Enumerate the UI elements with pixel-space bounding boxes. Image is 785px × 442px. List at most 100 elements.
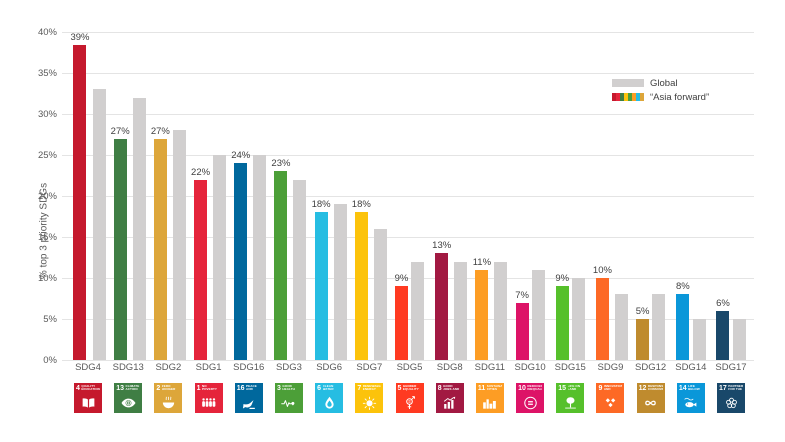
sdg-title: PARTNERSHIPS FOR THE GOALS [728,385,743,392]
legend: Global “Asia forward” [612,76,709,104]
asia-forward-bar [73,45,87,360]
global-bar [572,278,586,360]
asia-forward-bar [113,138,127,360]
bar-value-label: 10% [592,265,612,276]
rings-icon [723,395,740,411]
sdg-tile-header: 4 QUALITY EDUCATION [74,383,102,393]
sun-icon [361,395,378,411]
chart-group-sdg3: 23% SDG3 3 GOOD HEALTH [271,32,307,413]
sdg-title: SUSTAINABLE CITIES AND COMMUNITIES [486,385,502,392]
chart-group-sdg16: 24% SDG16 16 PEACE AND JUSTICE [231,32,267,413]
global-bar [213,155,227,360]
sdg17-icon-tile: 17 PARTNERSHIPS FOR THE GOALS [717,383,745,413]
sdg-tile-header: 3 GOOD HEALTH [275,383,303,393]
x-axis-label: SDG14 [675,362,707,373]
sdg-title: ZERO HUNGER [161,385,176,392]
asia-forward-bar [194,179,208,360]
x-axis-label: SDG16 [233,362,265,373]
sdg12-icon-tile: 12 RESPONSIBLE CONSUMPTION [636,383,665,413]
asia-forward-bar [636,319,650,360]
cubes-icon [602,395,619,411]
legend-item-global: Global [612,76,709,90]
bar-value-label: 27% [150,125,170,137]
global-legend-swatch [612,79,644,87]
asia-bar-stack: 18% [352,32,371,360]
global-bar [732,319,746,360]
sdg-number: 2 [156,385,161,392]
sdg-tile-header: 16 PEACE AND JUSTICE [235,383,263,393]
sdg-number: 14 [678,385,687,392]
sdg-title: LIFE BELOW WATER [688,385,700,392]
sdg-tile-header: 10 REDUCED INEQUALITIES [516,383,544,393]
sdg-title: CLEAN WATER AND SANITATION [322,385,334,392]
asia-bar-stack: 24% [231,32,250,360]
chart-group-sdg6: 18% SDG6 6 CLEAN WATER AND SANITATION [311,32,347,413]
sdg-title: PEACE AND JUSTICE [246,385,259,392]
heart-icon [280,395,297,411]
bar-pair: 18% [312,32,347,360]
global-bar [692,319,706,360]
bar-pair: 39% [70,32,106,360]
sdg-tile-header: 15 LIFE ON LAND [556,383,584,393]
x-axis-label: SDG9 [597,362,624,373]
sdg-title: INNOVATION AND INFRASTRUCTURE [603,385,623,392]
asia-forward-bar [234,163,248,360]
sdg13-icon-tile: 13 CLIMATE ACTION [114,383,143,413]
asia-bar-stack: 18% [312,32,331,360]
sdg-number: 3 [276,385,281,392]
bar-pair: 6% [716,32,746,360]
bar-pair: 18% [352,32,387,360]
sdg-number: 8 [437,385,442,392]
sdg-number: 11 [477,385,486,392]
dove-icon [240,395,257,411]
sdg-number: 10 [518,385,526,392]
asia-forward-legend-swatch [612,93,644,101]
bar-pair: 27% [151,32,186,360]
asia-forward-bar [274,171,288,360]
global-bar [531,269,545,360]
asia-forward-bar [354,212,368,360]
x-axis-label: SDG11 [474,362,506,373]
chart-group-sdg17: 6% SDG17 17 PARTNERSHIPS FOR THE GOALS [713,32,749,413]
chart-group-sdg1: 22% SDG1 1 NO POVERTY [191,32,227,413]
sdg-tile-header: 14 LIFE BELOW WATER [677,383,705,393]
sdg-title: CLIMATE ACTION [125,385,140,392]
bar-value-label: 5% [635,306,650,317]
asia-bar-stack: 10% [593,32,612,360]
eq-icon [522,395,539,411]
fish-icon [682,395,699,411]
sdg-title: RENEWABLE ENERGY [362,385,382,392]
y-axis-tick: 35% [37,67,57,79]
sdg-number: 13 [116,385,124,392]
chart-group-sdg5: 9% SDG5 5 GENDER EQUALITY [392,32,428,413]
bar-value-label: 8% [675,281,690,293]
asia-bar-stack: 39% [70,32,90,360]
sdg-title: REDUCED INEQUALITIES [527,385,543,392]
bar-value-label: 23% [271,158,291,170]
bar-pair: 11% [473,32,508,360]
sdg-number: 1 [196,385,201,392]
asia-bar-stack: 13% [432,32,451,360]
sdg-number: 7 [357,385,362,392]
sdg7-icon-tile: 7 RENEWABLE ENERGY [355,383,384,413]
sdg-tile-header: 9 INNOVATION AND INFRASTRUCTURE [596,383,624,393]
tree-icon [562,395,579,411]
bar-value-label: 39% [70,32,90,43]
sdg-number: 5 [397,385,402,392]
sdg-tile-header: 17 PARTNERSHIPS FOR THE GOALS [717,383,745,393]
global-bar [652,294,666,360]
global-bar [411,261,425,360]
sdg-title: RESPONSIBLE CONSUMPTION [647,385,663,392]
sdg-tile-header: 6 CLEAN WATER AND SANITATION [315,383,343,393]
sdg-title: LIFE ON LAND [567,385,581,392]
asia-bar-stack: 7% [515,32,529,360]
book-icon [80,395,97,411]
y-axis-tick: 15% [37,231,57,243]
sdg10-icon-tile: 10 REDUCED INEQUALITIES [516,383,545,413]
sdg-title: GOOD HEALTH [282,385,295,392]
x-axis-label: SDG13 [112,362,144,373]
bar-pair: 10% [593,32,628,360]
people-icon [200,395,217,411]
bowl-icon [160,395,177,411]
